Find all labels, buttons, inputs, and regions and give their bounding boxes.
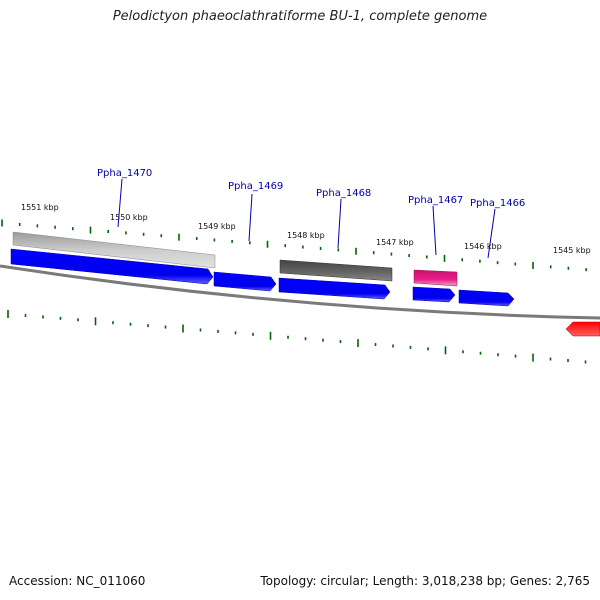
gene-label-ppha-1468[interactable]: Ppha_1468 [316,188,371,199]
kbp-label: 1548 kbp [287,231,325,240]
genome-backbone [0,264,600,320]
cds-arrow[interactable] [458,289,515,307]
kbp-label: 1545 kbp [553,246,591,255]
gene-leader-line [432,205,437,256]
gene-bar-pink[interactable] [413,269,458,287]
gene-leader-line [117,178,123,228]
cds-arrow[interactable] [213,271,277,292]
kbp-label: 1550 kbp [110,213,148,222]
kbp-label: 1547 kbp [376,238,414,247]
gene-leader-line [248,193,253,242]
gene-label-ppha-1470[interactable]: Ppha_1470 [97,168,152,179]
cds-arrow[interactable] [10,248,214,285]
kbp-label: 1546 kbp [464,242,502,251]
gene-bar-gray-light[interactable] [12,231,216,269]
gene-label-ppha-1469[interactable]: Ppha_1469 [228,181,283,192]
accession-label: Accession: NC_011060 [9,574,146,588]
gene-label-ppha-1467[interactable]: Ppha_1467 [408,195,463,206]
kbp-label: 1551 kbp [21,203,59,212]
cds-arrow[interactable] [278,277,391,300]
gene-leader-line [487,208,496,259]
genome-summary: Topology: circular; Length: 3,018,238 bp… [260,574,590,588]
gene-leader-line [337,198,342,249]
kbp-label: 1549 kbp [198,222,236,231]
cds-arrow[interactable] [412,286,456,303]
gene-bar-gray-dark[interactable] [279,259,393,282]
page-title: Pelodictyon phaeoclathratiforme BU-1, co… [112,9,488,24]
gene-label-ppha-1466[interactable]: Ppha_1466 [470,198,525,209]
gene-bar-red[interactable] [565,321,600,337]
lower-tick-row [7,310,587,364]
upper-tick-row [1,219,587,272]
